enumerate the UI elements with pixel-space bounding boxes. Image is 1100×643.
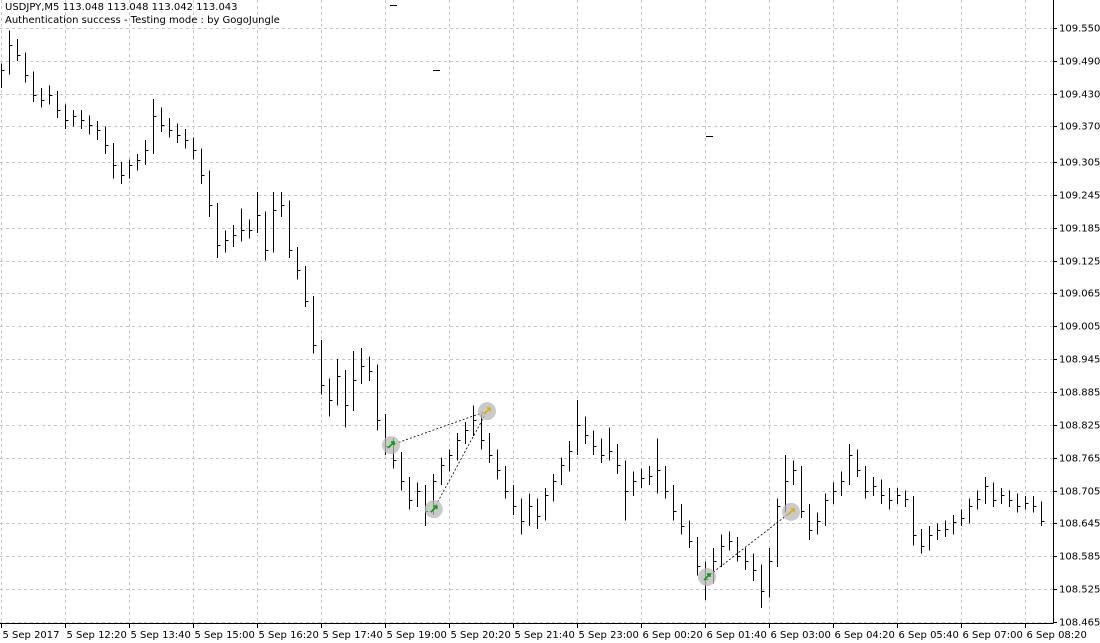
trade-arrow — [387, 441, 395, 449]
y-tick-label: 108.945 — [1059, 355, 1100, 366]
status-info: Authentication success - Testing mode : … — [5, 15, 280, 26]
y-tick-label: 109.305 — [1059, 158, 1100, 169]
x-tick-label: 6 Sep 01:40 — [707, 630, 767, 641]
y-tick-label: 108.585 — [1059, 552, 1100, 563]
y-tick-label: 109.550 — [1059, 24, 1100, 35]
x-tick-label: 5 Sep 16:20 — [259, 630, 319, 641]
y-tick-label: 109.185 — [1059, 224, 1100, 235]
x-tick-label: 5 Sep 17:40 — [323, 630, 383, 641]
x-tick-label: 6 Sep 05:40 — [899, 630, 959, 641]
x-tick-label: 6 Sep 04:20 — [835, 630, 895, 641]
x-tick-label: 5 Sep 21:40 — [515, 630, 575, 641]
trade-link — [706, 511, 792, 578]
x-tick-label: 6 Sep 00:20 — [643, 630, 703, 641]
trade-link — [390, 410, 488, 446]
x-tick-label: 5 Sep 15:00 — [195, 630, 255, 641]
x-tick-label: 5 Sep 2017 — [3, 630, 60, 641]
y-tick-label: 109.430 — [1059, 90, 1100, 101]
x-tick-label: 6 Sep 08:20 — [1027, 630, 1087, 641]
trade-arrow — [483, 407, 491, 415]
y-tick-label: 108.705 — [1059, 487, 1100, 498]
trade-arrow — [787, 508, 795, 516]
x-tick-label: 5 Sep 20:20 — [451, 630, 511, 641]
trade-arrow — [703, 573, 711, 581]
trade-link — [433, 410, 488, 510]
x-tick-label: 5 Sep 13:40 — [131, 630, 191, 641]
y-tick-label: 109.125 — [1059, 257, 1100, 268]
x-tick-label: 5 Sep 12:20 — [67, 630, 127, 641]
plot-area — [1, 30, 1045, 609]
y-tick-label: 108.525 — [1059, 585, 1100, 596]
y-tick-label: 109.065 — [1059, 289, 1100, 300]
x-tick-label: 5 Sep 23:00 — [579, 630, 639, 641]
y-tick-label: 108.465 — [1059, 618, 1100, 629]
y-tick-label: 109.490 — [1059, 57, 1100, 68]
grid — [0, 0, 1053, 623]
x-tick-label: 6 Sep 07:00 — [963, 630, 1023, 641]
y-tick-label: 109.245 — [1059, 191, 1100, 202]
y-tick-label: 108.645 — [1059, 519, 1100, 530]
y-tick-label: 108.885 — [1059, 388, 1100, 399]
trade-arrow — [430, 505, 438, 513]
y-tick-label: 108.765 — [1059, 454, 1100, 465]
symbol-info: USDJPY,M5 113.048 113.048 113.042 113.04… — [5, 2, 238, 13]
y-tick-label: 108.825 — [1059, 421, 1100, 432]
x-tick-label: 6 Sep 03:00 — [771, 630, 831, 641]
x-tick-label: 5 Sep 19:00 — [387, 630, 447, 641]
y-tick-label: 109.005 — [1059, 322, 1100, 333]
y-tick-label: 109.370 — [1059, 122, 1100, 133]
